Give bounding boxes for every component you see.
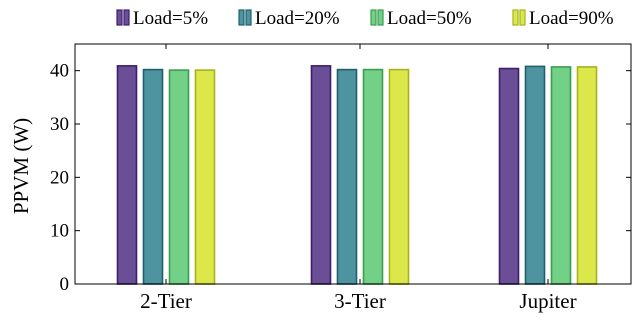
x-category-label: Jupiter <box>519 289 576 313</box>
bar <box>336 68 358 285</box>
bar <box>116 65 138 285</box>
y-tick-label: 20 <box>50 167 69 188</box>
bar <box>550 66 572 285</box>
legend-label: Load=90% <box>529 8 614 29</box>
y-tick-label: 40 <box>50 61 69 82</box>
legend-label: Load=50% <box>387 8 472 29</box>
x-category-label: 2-Tier <box>140 289 192 313</box>
legend-swatch <box>238 9 245 26</box>
bar <box>388 68 410 285</box>
legend-swatch <box>123 9 130 26</box>
legend-item: Load=90% <box>512 8 614 29</box>
bar <box>310 65 332 285</box>
x-category-label: 3-Tier <box>334 289 386 313</box>
legend-swatch <box>116 9 123 26</box>
y-tick-label: 30 <box>50 114 69 135</box>
bars <box>116 65 598 285</box>
legend-swatch <box>370 9 377 26</box>
legend-item: Load=5% <box>116 8 208 29</box>
bar <box>362 68 384 285</box>
plot-frame <box>74 43 632 285</box>
legend: Load=5% Load=20% Load=50% Load=90% <box>116 8 614 29</box>
bar <box>194 69 216 285</box>
legend-swatch <box>512 9 519 26</box>
bar <box>524 65 546 285</box>
legend-swatch <box>245 9 252 26</box>
axes: 0 10 20 30 40 2-Tier 3-Tier Jupiter <box>50 43 632 313</box>
y-axis-title: PPVM (W) <box>9 118 33 214</box>
bar <box>168 69 190 285</box>
y-tick-label: 0 <box>60 274 70 295</box>
bar <box>498 67 520 285</box>
bar <box>576 66 598 285</box>
y-tick-label: 10 <box>50 221 69 242</box>
legend-swatch <box>377 9 384 26</box>
bar <box>142 68 164 285</box>
legend-item: Load=20% <box>238 8 340 29</box>
legend-swatch <box>519 9 526 26</box>
legend-item: Load=50% <box>370 8 472 29</box>
legend-label: Load=20% <box>255 8 340 29</box>
legend-label: Load=5% <box>133 8 208 29</box>
